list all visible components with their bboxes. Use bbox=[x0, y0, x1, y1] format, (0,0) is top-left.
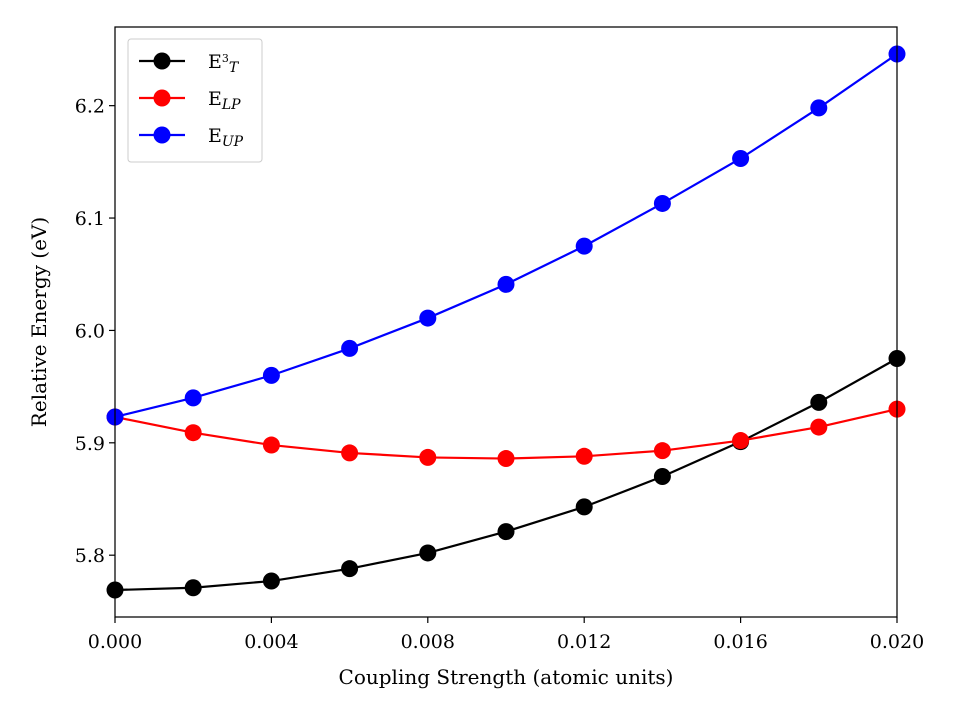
data-point-1-9 bbox=[810, 418, 828, 436]
series-layer bbox=[106, 45, 906, 599]
data-point-0-2 bbox=[262, 572, 280, 590]
y-tick-label: 6.2 bbox=[75, 96, 105, 118]
data-point-1-8 bbox=[732, 432, 750, 450]
data-point-2-9 bbox=[810, 99, 828, 117]
y-tick-label: 5.9 bbox=[75, 433, 105, 455]
data-point-1-7 bbox=[653, 442, 671, 460]
plot-frame bbox=[114, 26, 898, 618]
data-point-1-2 bbox=[262, 436, 280, 454]
y-tick-label: 5.8 bbox=[75, 545, 105, 567]
data-point-0-1 bbox=[184, 579, 202, 597]
y-tick-label: 6.0 bbox=[75, 320, 105, 342]
data-point-2-4 bbox=[419, 309, 437, 327]
legend-label-0: E3T bbox=[208, 51, 240, 76]
y-tick-label: 6.1 bbox=[75, 208, 105, 230]
data-point-1-3 bbox=[341, 444, 359, 462]
data-point-0-5 bbox=[497, 523, 515, 541]
data-point-1-4 bbox=[419, 448, 437, 466]
x-tick-label: 0.016 bbox=[713, 631, 767, 653]
data-point-0-4 bbox=[419, 544, 437, 562]
x-tick-label: 0.004 bbox=[244, 631, 298, 653]
data-point-2-7 bbox=[653, 194, 671, 212]
data-point-0-6 bbox=[575, 498, 593, 516]
data-point-2-2 bbox=[262, 366, 280, 384]
data-point-0-7 bbox=[653, 468, 671, 486]
legend-label-1: ELP bbox=[208, 88, 241, 113]
y-axis-title: Relative Energy (eV) bbox=[27, 217, 51, 427]
data-point-1-5 bbox=[497, 450, 515, 468]
data-point-2-6 bbox=[575, 237, 593, 255]
y-axis-ticks: 5.8 5.9 6.0 6.1 6.2 bbox=[75, 96, 115, 567]
legend: E3T ELP EUP bbox=[127, 38, 263, 163]
x-tick-label: 0.012 bbox=[557, 631, 611, 653]
legend-marker-2 bbox=[153, 126, 171, 144]
data-point-1-6 bbox=[575, 447, 593, 465]
legend-marker-1 bbox=[153, 89, 171, 107]
data-point-1-1 bbox=[184, 424, 202, 442]
data-point-2-3 bbox=[341, 339, 359, 357]
x-axis-ticks: 0.000 0.004 0.008 0.012 0.016 0.020 bbox=[88, 617, 924, 653]
data-point-2-8 bbox=[732, 149, 750, 167]
data-point-2-1 bbox=[184, 389, 202, 407]
legend-label-2: EUP bbox=[208, 125, 244, 150]
data-point-2-5 bbox=[497, 275, 515, 293]
data-point-0-9 bbox=[810, 393, 828, 411]
x-axis-title: Coupling Strength (atomic units) bbox=[339, 665, 674, 689]
x-tick-label: 0.000 bbox=[88, 631, 142, 653]
legend-marker-0 bbox=[153, 52, 171, 70]
x-tick-label: 0.008 bbox=[401, 631, 455, 653]
data-point-0-3 bbox=[341, 560, 359, 578]
x-tick-label: 0.020 bbox=[870, 631, 924, 653]
